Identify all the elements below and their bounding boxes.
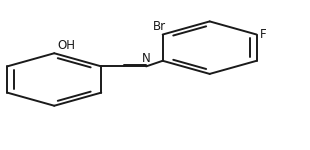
Text: F: F: [260, 28, 266, 41]
Text: N: N: [142, 52, 151, 65]
Text: Br: Br: [153, 20, 166, 33]
Text: OH: OH: [57, 39, 75, 52]
